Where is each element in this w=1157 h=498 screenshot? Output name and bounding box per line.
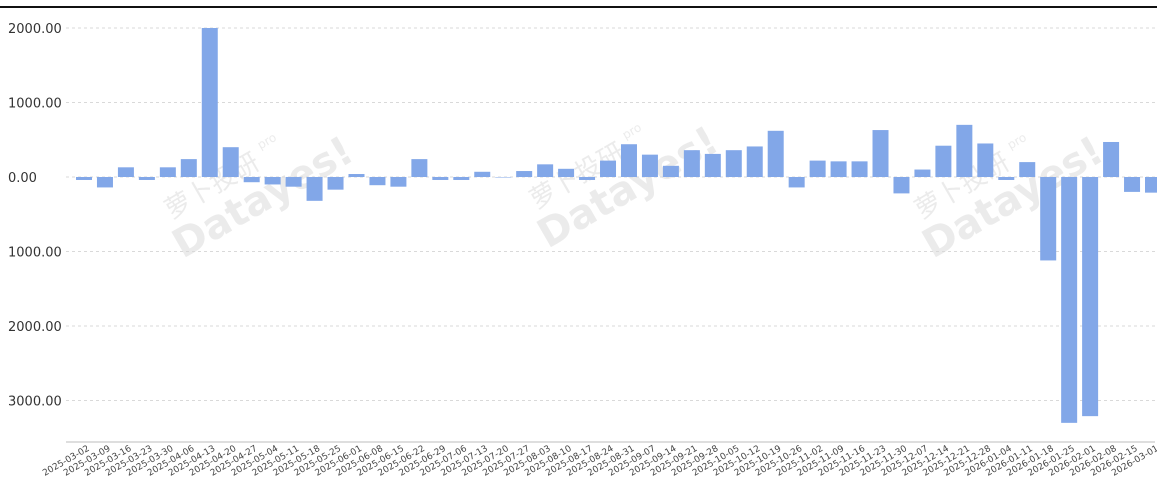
x-axis-labels: 2025-03-022025-03-092025-03-162025-03-23… [41, 444, 1157, 479]
bar [704, 153, 721, 177]
y-axis-labels: 2000.00 1000.00 0.00 1000.00 2000.00 3000.00 [8, 22, 62, 410]
bar [474, 171, 491, 177]
bar [746, 146, 763, 177]
bar [600, 160, 617, 177]
bar [1145, 177, 1157, 193]
y-tick-label: 1000.00 [8, 246, 62, 261]
bar [390, 177, 407, 187]
bar [725, 150, 742, 177]
bar-layer [76, 28, 1157, 423]
bar [809, 160, 826, 177]
y-tick-label: 3000.00 [8, 395, 62, 410]
bar [620, 144, 637, 177]
y-tick-label: 1000.00 [8, 97, 62, 112]
bar [180, 159, 197, 177]
bar [1103, 141, 1120, 177]
bar [369, 177, 386, 186]
bar [914, 169, 931, 177]
bar [788, 177, 805, 188]
bar [662, 165, 679, 177]
bar [201, 28, 218, 177]
bar [977, 143, 994, 177]
bar [558, 168, 575, 177]
bar [327, 177, 344, 190]
bar [76, 177, 92, 180]
top-border [0, 6, 1157, 8]
watermark-suffix: pro [620, 120, 644, 142]
bar [956, 124, 973, 177]
bar [516, 171, 533, 177]
bar [411, 159, 428, 177]
bar [117, 167, 134, 177]
bar [1019, 162, 1036, 177]
bar [767, 130, 784, 177]
watermark-suffix: pro [1005, 130, 1029, 152]
bar [893, 177, 910, 194]
bar [285, 177, 302, 187]
y-tick-label: 2000.00 [8, 320, 62, 335]
bar [872, 130, 889, 177]
bar [222, 147, 239, 177]
bar [1040, 177, 1057, 261]
bar [935, 145, 952, 177]
bar [264, 177, 281, 185]
bar [998, 177, 1015, 180]
bar [138, 177, 155, 180]
bar [641, 154, 658, 177]
bar [1061, 177, 1078, 423]
bar [537, 164, 554, 177]
bar [830, 161, 847, 177]
bar [1124, 177, 1141, 192]
bar [1082, 177, 1099, 417]
bar [96, 177, 113, 188]
y-tick-label: 0.00 [8, 171, 37, 186]
bar [432, 177, 449, 180]
y-tick-label: 2000.00 [8, 22, 62, 37]
bar [306, 177, 323, 201]
bar [495, 177, 512, 178]
bar [348, 174, 365, 177]
bar [579, 177, 596, 180]
bar [243, 177, 260, 183]
watermark-suffix: pro [255, 130, 279, 152]
bar [683, 150, 700, 177]
bar [851, 161, 868, 177]
bar [453, 177, 470, 180]
bar [159, 167, 176, 177]
